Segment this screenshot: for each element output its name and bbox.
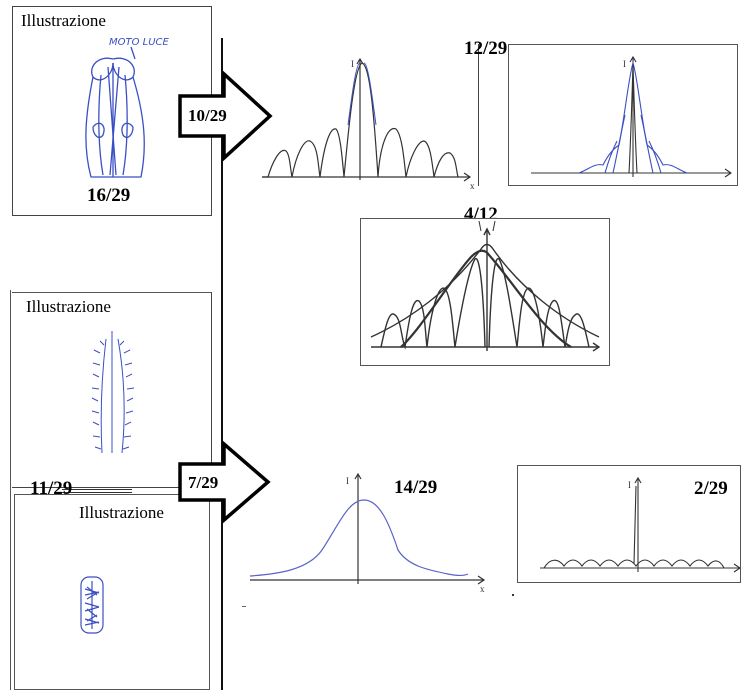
- drawing-1-label: Illustrazione: [21, 11, 106, 30]
- graph-5-score: 2/29: [694, 478, 728, 499]
- graph-5-panel: 2/29 I: [517, 465, 741, 583]
- stray-mark-2: [512, 594, 514, 596]
- graph-4-score: 14/29: [394, 477, 438, 498]
- arrow-2: [178, 440, 271, 524]
- drawing-3-sketch: [80, 576, 104, 634]
- graph-4-y-label: I: [346, 476, 349, 486]
- graph-4-x-label: x: [480, 584, 485, 594]
- drawing-2-score-strike: [62, 489, 132, 490]
- graph-3-plot: [370, 220, 601, 352]
- graph-2-score: 12/29: [464, 38, 508, 59]
- graph-5-y-label: I: [628, 480, 631, 490]
- drawing-panel-3: Illustrazione: [14, 494, 210, 690]
- drawing-1-note: MOTO LUCE: [109, 37, 169, 48]
- left-edge-line: [10, 290, 11, 690]
- graph-1-y-label: I: [351, 59, 354, 69]
- drawing-panel-1: Illustrazione MOTO LUCE 16/29: [12, 6, 212, 216]
- drawing-2-sketch: [91, 331, 135, 454]
- graph-1-x-label: x: [470, 181, 475, 191]
- graph-4-plot: I x: [249, 472, 486, 594]
- drawing-2-label: Illustrazione: [26, 297, 111, 316]
- arrow-1: [178, 70, 273, 162]
- drawing-1-sketch: [85, 46, 145, 178]
- drawing-2-score-strike-2: [62, 492, 132, 493]
- graph-5-plot: I: [540, 476, 741, 573]
- drawing-3-label: Illustrazione: [79, 503, 164, 522]
- graph-1-plot: I x: [262, 57, 475, 191]
- graph-1-frame-right: [478, 44, 479, 186]
- graph-3-panel: [360, 218, 610, 366]
- drawing-2-score: 11/29: [30, 478, 73, 499]
- graph-2-panel: I: [508, 44, 738, 186]
- graph-2-y-label: I: [623, 59, 626, 69]
- divider-line: [221, 38, 223, 690]
- stray-mark-1: [242, 606, 246, 607]
- drawing-panel-2: Illustrazione: [12, 292, 212, 488]
- drawing-1-score: 16/29: [87, 185, 131, 206]
- graph-2-plot: I: [531, 55, 732, 178]
- arrow-1-label: 10/29: [188, 106, 227, 125]
- arrow-2-label: 7/29: [188, 473, 219, 492]
